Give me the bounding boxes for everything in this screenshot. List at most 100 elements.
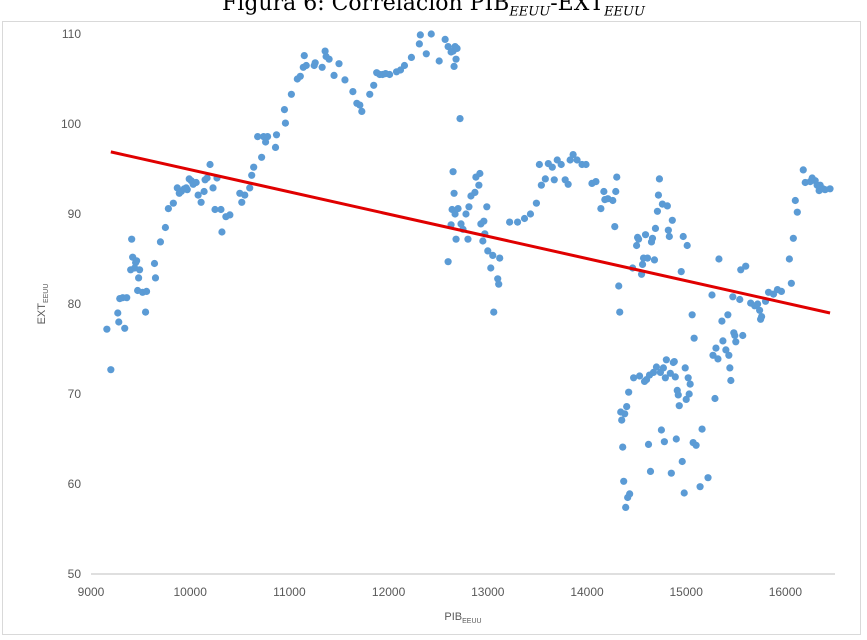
chart-title-sub-2: EEUU [604, 4, 645, 20]
data-point [183, 186, 191, 194]
data-point [648, 234, 657, 242]
data-point [296, 72, 304, 80]
x-axis-label: PIBEEUU [444, 611, 481, 625]
data-point [444, 43, 452, 51]
data-point [330, 71, 338, 79]
data-point [613, 173, 621, 181]
data-point [619, 443, 627, 451]
x-axis-label-sub: EEUU [462, 618, 481, 625]
data-point [666, 369, 674, 377]
data-point [206, 160, 214, 169]
data-point [250, 163, 258, 171]
data-point [302, 61, 310, 70]
data-point [484, 247, 492, 255]
data-point [724, 311, 732, 319]
y-tick-label: 50 [68, 567, 82, 581]
data-point [662, 356, 670, 364]
chart-frame [2, 21, 861, 635]
data-point [684, 374, 692, 382]
data-point [729, 293, 737, 301]
data-point [573, 156, 581, 164]
data-point [407, 53, 416, 62]
data-point [475, 181, 483, 189]
x-tick-label: 12000 [372, 585, 406, 599]
data-point [246, 184, 254, 192]
data-point [757, 313, 766, 321]
data-point [135, 274, 143, 282]
x-tick-label: 13000 [471, 585, 505, 599]
data-point [456, 115, 464, 123]
data-point [203, 174, 211, 182]
data-point [450, 62, 458, 70]
data-point [557, 160, 565, 169]
y-axis-label-sub: EEUU [43, 284, 50, 303]
data-point [785, 255, 793, 263]
data-point [638, 260, 647, 268]
data-point [564, 180, 572, 188]
data-point [451, 210, 459, 218]
data-point [358, 107, 366, 115]
data-point [754, 300, 762, 308]
data-point [114, 309, 122, 317]
data-point [569, 151, 577, 159]
data-point [209, 184, 217, 192]
data-point [156, 238, 165, 246]
data-point [664, 226, 672, 234]
data-point [600, 187, 608, 196]
data-point [254, 133, 262, 141]
data-point [630, 374, 638, 382]
chart-title-sub-1: EEUU [509, 4, 551, 20]
data-point [789, 234, 797, 242]
data-point [799, 166, 807, 174]
data-point [679, 232, 687, 241]
data-point [169, 199, 177, 207]
data-point [385, 70, 394, 79]
data-point [513, 218, 522, 226]
data-point [494, 275, 502, 283]
y-axis-label-text: EXT [36, 303, 48, 325]
data-point [480, 217, 488, 225]
data-point [791, 196, 799, 205]
data-point [732, 338, 740, 346]
data-point [736, 295, 744, 304]
x-tick-label: 14000 [570, 585, 604, 599]
data-point [496, 254, 504, 262]
data-point [727, 376, 735, 385]
data-point [164, 205, 172, 213]
data-point [620, 477, 628, 485]
data-point [652, 363, 661, 371]
data-point [609, 196, 617, 205]
data-point [495, 280, 503, 288]
data-point [718, 317, 726, 325]
data-point [678, 457, 686, 466]
data-point [623, 403, 631, 411]
data-point [211, 205, 219, 214]
data-point [452, 55, 460, 63]
data-point [714, 355, 722, 363]
data-point [123, 294, 131, 302]
data-point [692, 441, 700, 449]
data-point [287, 90, 295, 98]
data-point [777, 287, 786, 295]
data-point [688, 311, 696, 319]
data-point [356, 101, 364, 109]
data-point [709, 351, 717, 359]
data-point [464, 235, 472, 243]
y-tick-label: 110 [62, 27, 81, 41]
data-point [462, 210, 470, 218]
data-point [107, 366, 115, 374]
data-point [311, 59, 319, 67]
data-point [643, 254, 652, 262]
data-point [271, 143, 280, 151]
data-point [696, 483, 704, 491]
data-point [366, 90, 374, 98]
data-point [550, 176, 558, 184]
data-point [675, 402, 683, 410]
data-point [121, 324, 129, 332]
data-point [452, 235, 460, 243]
data-point [258, 153, 266, 161]
data-point [483, 203, 491, 211]
data-point [683, 241, 691, 250]
data-point [532, 199, 541, 207]
data-point [450, 189, 458, 197]
